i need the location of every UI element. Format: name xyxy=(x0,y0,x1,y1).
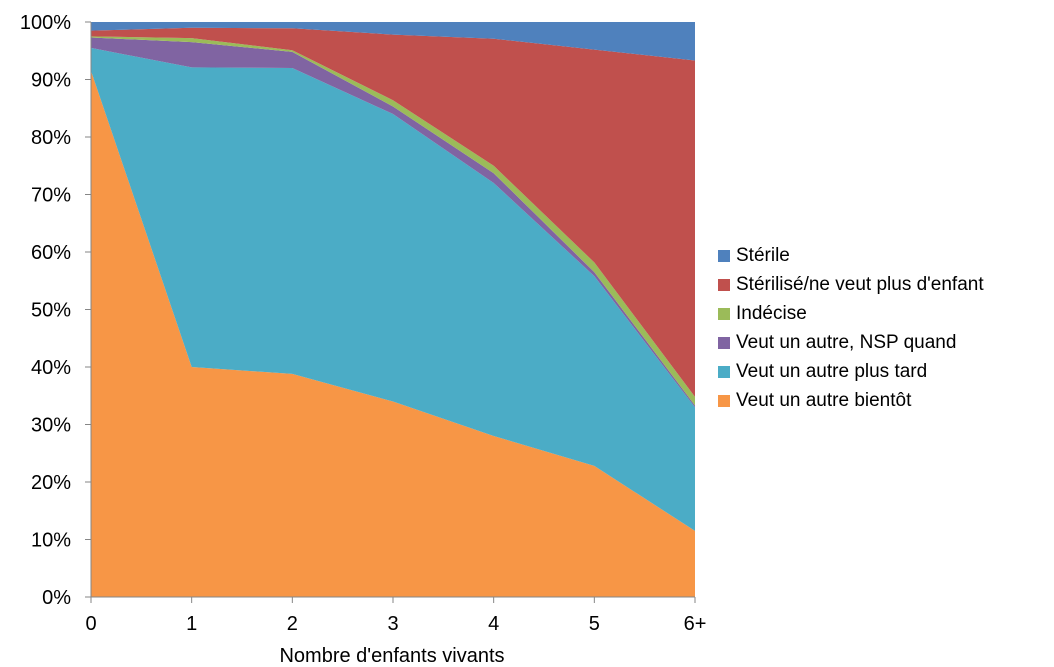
x-tick-label: 5 xyxy=(589,613,600,635)
area-series-2 xyxy=(91,37,695,408)
y-tick-label: 30% xyxy=(31,415,71,437)
area-series-5 xyxy=(91,22,695,61)
area-series-1 xyxy=(91,47,695,531)
area-series-4 xyxy=(91,27,695,397)
x-tick-label: 2 xyxy=(287,613,298,635)
legend: Stérile Stérilisé/ne veut plus d'enfant In… xyxy=(718,241,1054,415)
x-axis-tick-labels: 0 1 2 3 4 5 6+ xyxy=(85,613,706,635)
legend-swatch xyxy=(718,307,730,320)
legend-item: Veut un autre bientôt xyxy=(718,386,1054,415)
axes xyxy=(85,21,696,603)
x-tick-label: 0 xyxy=(85,613,96,635)
y-tick-label: 90% xyxy=(31,70,71,92)
legend-label: Stérile xyxy=(736,244,790,266)
x-tick-label: 4 xyxy=(488,613,499,635)
legend-item: Veut un autre, NSP quand xyxy=(718,328,1054,357)
legend-item: Stérile xyxy=(718,241,1054,270)
y-tick-label: 50% xyxy=(31,300,71,322)
y-tick-label: 70% xyxy=(31,185,71,207)
area-series-0 xyxy=(91,70,695,597)
y-tick-label: 10% xyxy=(31,530,71,552)
x-tick-label: 6+ xyxy=(684,613,707,635)
x-tick-label: 1 xyxy=(186,613,197,635)
legend-swatch xyxy=(718,249,730,262)
x-axis-title: Nombre d'enfants vivants xyxy=(279,645,504,667)
y-tick-label: 0% xyxy=(42,587,71,609)
legend-swatch xyxy=(718,278,730,291)
y-tick-label: 80% xyxy=(31,127,71,149)
legend-label: Stérilisé/ne veut plus d'enfant xyxy=(736,273,984,295)
plot-areas xyxy=(91,22,695,597)
legend-label: Veut un autre bientôt xyxy=(736,389,912,411)
legend-item: Stérilisé/ne veut plus d'enfant xyxy=(718,270,1054,299)
y-tick-label: 60% xyxy=(31,242,71,264)
y-axis-tick-labels: 0% 10% 20% 30% 40% 50% 60% 70% 80% 90% 100% xyxy=(20,12,71,609)
y-tick-label: 100% xyxy=(20,12,71,34)
legend-label: Veut un autre plus tard xyxy=(736,360,928,382)
y-tick-label: 40% xyxy=(31,357,71,379)
legend-swatch xyxy=(718,365,730,378)
legend-swatch xyxy=(718,394,730,407)
legend-label: Indécise xyxy=(736,302,807,324)
legend-label: Veut un autre, NSP quand xyxy=(736,331,957,353)
legend-item: Veut un autre plus tard xyxy=(718,357,1054,386)
legend-item: Indécise xyxy=(718,299,1054,328)
y-tick-label: 20% xyxy=(31,472,71,494)
x-tick-label: 3 xyxy=(387,613,398,635)
legend-swatch xyxy=(718,336,730,349)
